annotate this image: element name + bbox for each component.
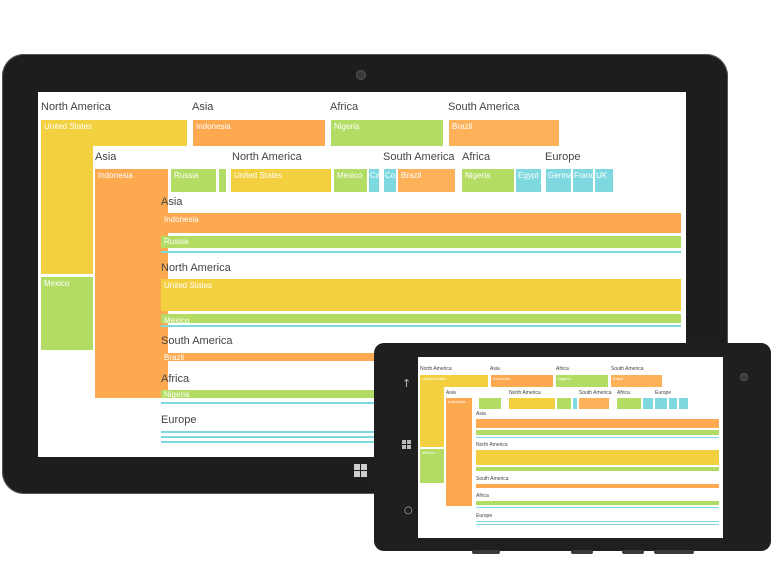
phone-tile-l3-indonesia[interactable] — [476, 419, 719, 428]
tablet-l2-header-south-america: South America — [383, 151, 455, 163]
phone-tile-l2-nigeria[interactable] — [617, 398, 641, 409]
phone-side-button-1[interactable] — [472, 550, 500, 554]
tile-l2-united-states[interactable]: United States — [231, 169, 331, 192]
tile-l2-france[interactable]: Franc — [573, 169, 593, 192]
phone-tile-nigeria[interactable]: Nigeria — [556, 375, 608, 387]
tablet-l2-header-europe: Europe — [545, 151, 581, 163]
tile-l3-na-line[interactable] — [161, 325, 681, 327]
tablet-l3-header-europe: Europe — [161, 414, 197, 426]
tablet-header-africa: Africa — [330, 101, 359, 113]
tile-l3-asia-line[interactable] — [161, 251, 681, 253]
phone-tile-indonesia[interactable]: Indonesia — [491, 375, 553, 387]
phone-l3-header-asia: Asia — [476, 411, 486, 417]
tile-l3-mexico[interactable]: Mexico — [161, 314, 681, 323]
phone-tile-l3-nigeria[interactable] — [476, 501, 719, 505]
phone-l2-header-north-america: North America — [509, 390, 541, 396]
phone-tile-l2-mexico[interactable] — [557, 398, 571, 409]
phone-header-asia: Asia — [490, 366, 500, 372]
tablet-l3-header-north-america: North America — [161, 262, 231, 274]
tablet-l3-header-asia: Asia — [161, 196, 183, 208]
phone-l2-header-africa: Africa — [617, 390, 630, 396]
tile-l2-small-green[interactable] — [219, 169, 226, 192]
tile-l2-germany[interactable]: Germa — [546, 169, 571, 192]
phone-l3-header-africa: Africa — [476, 493, 489, 499]
tablet-l2-header-north-america: North America — [232, 151, 302, 163]
tile-united-states-body[interactable] — [41, 146, 93, 274]
phone-tile-l2-france[interactable] — [669, 398, 677, 409]
tablet-l3-header-africa: Africa — [161, 373, 190, 385]
phone-side-button-3[interactable] — [622, 550, 644, 554]
phone-l3-header-europe: Europe — [476, 513, 493, 519]
phone-header-south-america: South America — [611, 366, 644, 372]
phone-tile-l2-indonesia[interactable]: Indonesia — [446, 398, 472, 506]
tile-l2-egypt[interactable]: Egypt — [516, 169, 541, 192]
phone-tile-l3-brazil[interactable] — [476, 484, 719, 488]
phone-side-button-2[interactable] — [571, 550, 593, 554]
phone-l3-header-north-america: North America — [476, 442, 508, 448]
phone-tile-united-states-body[interactable] — [420, 387, 444, 447]
tile-united-states[interactable]: United States — [41, 120, 187, 146]
tablet-l3-header-south-america: South America — [161, 335, 233, 347]
tile-l2-brazil[interactable]: Brazil — [398, 169, 455, 192]
phone-tile-l3-europe-line-1[interactable] — [476, 521, 719, 522]
phone-tile-l2-russia[interactable] — [479, 398, 501, 409]
phone-l3-header-south-america: South America — [476, 476, 509, 482]
tile-l2-ca[interactable]: Ca — [369, 169, 379, 192]
tile-l2-nigeria[interactable]: Nigeria — [462, 169, 514, 192]
phone-tile-l2-united-states[interactable] — [509, 398, 555, 409]
windows-logo-icon[interactable] — [354, 464, 368, 478]
tile-nigeria[interactable]: Nigeria — [331, 120, 443, 146]
phone-windows-logo-icon[interactable] — [402, 440, 412, 450]
camera-icon — [356, 70, 366, 80]
phone-screen: North America Asia Africa South America … — [418, 357, 723, 538]
tile-mexico[interactable]: Mexico — [41, 277, 93, 350]
phone-l2-header-south-america: South America — [579, 390, 612, 396]
phone-search-icon[interactable]: ○ — [404, 505, 413, 516]
phone-tile-brazil[interactable]: Brazil — [611, 375, 662, 387]
tile-l2-uk[interactable]: UK — [595, 169, 613, 192]
phone-l2-header-europe: Europe — [655, 390, 672, 396]
tile-l2-mexico[interactable]: Mexico — [334, 169, 367, 192]
phone-l2-header-asia: Asia — [446, 390, 456, 396]
phone-tile-l2-brazil[interactable] — [579, 398, 609, 409]
tile-l3-indonesia[interactable]: Indonesia — [161, 213, 681, 233]
tile-indonesia[interactable]: Indonesia — [193, 120, 325, 146]
phone-tile-l3-africa-line[interactable] — [476, 507, 719, 508]
phone-tile-l3-europe-line-2[interactable] — [476, 524, 719, 525]
phone-header-north-america: North America — [420, 366, 452, 372]
phone-tile-mexico[interactable]: Mexico — [420, 449, 444, 483]
tablet-l2-header-asia: Asia — [95, 151, 117, 163]
phone-tile-l3-russia[interactable] — [476, 430, 719, 435]
phone-camera-icon — [740, 373, 748, 381]
phone-tile-united-states[interactable]: United States — [420, 375, 488, 387]
tile-l3-united-states[interactable]: United States — [161, 279, 681, 311]
phone-tile-l2-ca[interactable] — [573, 398, 577, 409]
phone-side-button-4[interactable] — [654, 550, 694, 554]
back-arrow-icon[interactable]: ↑ — [402, 377, 412, 390]
tile-l2-co[interactable]: Co — [384, 169, 396, 192]
tile-l2-russia[interactable]: Russia — [171, 169, 216, 192]
tile-brazil[interactable]: Brazil — [449, 120, 559, 146]
tablet-header-south-america: South America — [448, 101, 520, 113]
phone-tile-l2-uk[interactable] — [679, 398, 688, 409]
phone-tile-l2-egypt[interactable] — [643, 398, 653, 409]
phone-tile-l2-germany[interactable] — [655, 398, 667, 409]
tablet-l2-header-africa: Africa — [462, 151, 491, 163]
tablet-header-asia: Asia — [192, 101, 214, 113]
tile-l3-russia[interactable]: Russia — [161, 236, 681, 248]
tablet-header-north-america: North America — [41, 101, 111, 113]
phone-tile-l3-united-states[interactable] — [476, 450, 719, 465]
phone-header-africa: Africa — [556, 366, 569, 372]
tile-l2-indonesia[interactable]: Indonesia — [95, 169, 168, 398]
phone-tile-l3-mexico[interactable] — [476, 467, 719, 471]
phone-tile-l3-asia-line[interactable] — [476, 437, 719, 438]
